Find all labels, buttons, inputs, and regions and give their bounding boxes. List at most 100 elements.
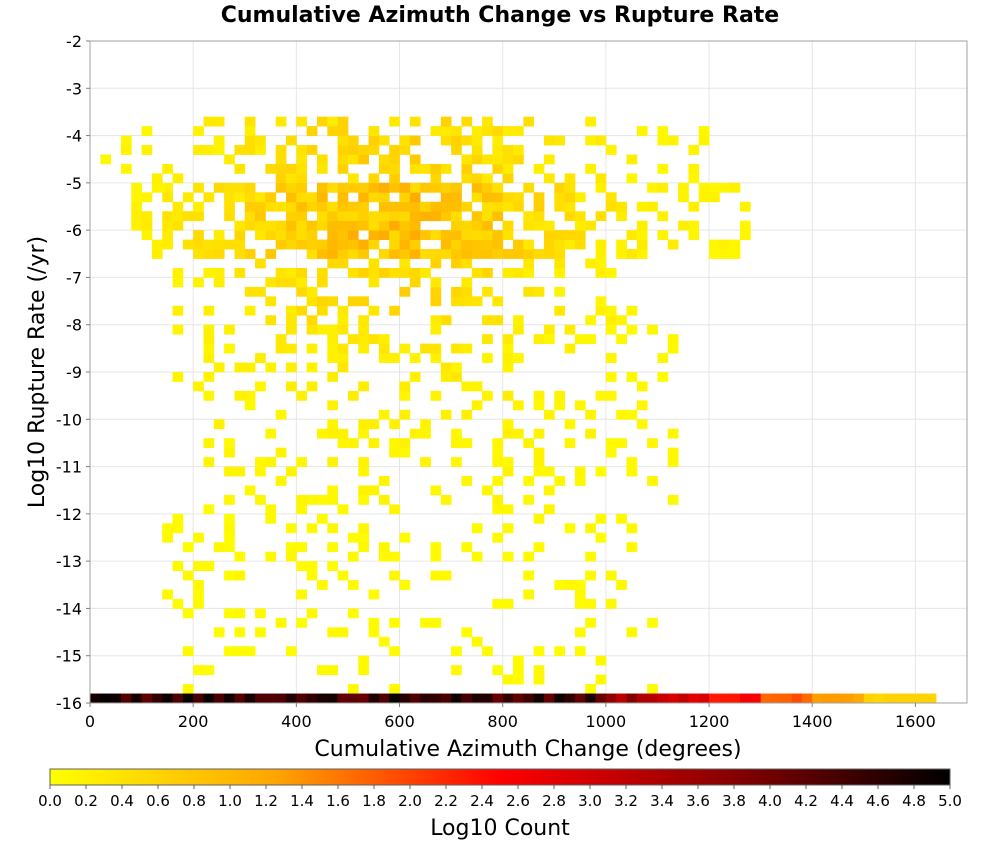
heatmap-cell xyxy=(306,362,318,373)
heatmap-cell xyxy=(337,258,349,269)
heatmap-cell xyxy=(306,608,318,619)
heatmap-cell xyxy=(131,693,142,703)
heatmap-cell xyxy=(389,447,400,458)
colorbar-tick-label: 4.6 xyxy=(866,792,890,810)
heatmap-cell xyxy=(605,353,617,363)
heatmap-cell xyxy=(440,192,452,203)
heatmap-cell xyxy=(513,324,524,335)
heatmap-cell xyxy=(430,126,442,136)
heatmap-cell xyxy=(203,561,215,571)
heatmap-cell xyxy=(688,173,700,184)
heatmap-cell xyxy=(616,334,627,345)
heatmap-cell xyxy=(275,173,287,184)
heatmap-cell xyxy=(616,438,627,449)
heatmap-cell xyxy=(626,523,638,534)
heatmap-cell xyxy=(698,192,710,203)
heatmap-cell xyxy=(461,258,473,269)
heatmap-cell xyxy=(605,570,617,581)
heatmap-cell xyxy=(347,201,359,212)
heatmap-cell xyxy=(224,324,235,335)
heatmap-cell xyxy=(554,646,566,657)
heatmap-cell xyxy=(378,135,390,146)
heatmap-cell xyxy=(554,693,566,703)
heatmap-cell xyxy=(306,126,318,136)
heatmap-cell xyxy=(678,182,689,193)
heatmap-cell xyxy=(709,249,720,259)
heatmap-cell xyxy=(193,145,204,155)
heatmap-cell xyxy=(399,438,411,449)
heatmap-cell xyxy=(523,494,535,505)
heatmap-cell xyxy=(409,267,421,278)
heatmap-cell xyxy=(430,353,442,363)
heatmap-cell xyxy=(265,163,277,174)
heatmap-cell xyxy=(523,438,535,449)
heatmap-cell xyxy=(461,286,473,297)
heatmap-cell xyxy=(574,646,586,657)
heatmap-cell xyxy=(213,693,225,703)
heatmap-cell xyxy=(492,192,504,203)
heatmap-cell xyxy=(131,211,142,222)
heatmap-cell xyxy=(585,523,596,534)
heatmap-cell xyxy=(543,135,555,146)
heatmap-cell xyxy=(234,551,246,562)
heatmap-cell xyxy=(461,163,473,174)
heatmap-cell xyxy=(224,494,235,505)
heatmap-cell xyxy=(461,230,473,240)
heatmap-cell xyxy=(451,372,462,382)
heatmap-cell xyxy=(461,154,473,165)
heatmap-cell xyxy=(533,447,545,458)
heatmap-cell xyxy=(296,182,308,193)
heatmap-cell xyxy=(451,135,462,146)
heatmap-cell xyxy=(316,239,328,250)
heatmap-cell xyxy=(595,693,607,703)
heatmap-cell xyxy=(316,665,328,676)
heatmap-cell xyxy=(203,372,215,382)
heatmap-cell xyxy=(636,249,648,259)
heatmap-cell xyxy=(213,419,225,430)
heatmap-cell xyxy=(626,466,638,477)
heatmap-cell xyxy=(389,353,400,363)
heatmap-cell xyxy=(306,561,318,571)
heatmap-cell xyxy=(626,305,638,316)
heatmap-cell xyxy=(255,608,266,619)
heatmap-cell xyxy=(141,693,153,703)
heatmap-cell xyxy=(389,419,400,430)
heatmap-cell xyxy=(347,438,359,449)
heatmap-cell xyxy=(492,494,504,505)
heatmap-cell xyxy=(636,419,648,430)
heatmap-cell xyxy=(286,551,297,562)
heatmap-cell xyxy=(306,249,318,259)
heatmap-cell xyxy=(678,220,689,231)
heatmap-cell xyxy=(224,532,235,543)
heatmap-cell xyxy=(337,116,349,127)
heatmap-cell xyxy=(306,494,318,505)
heatmap-cell xyxy=(389,249,400,259)
heatmap-cell xyxy=(203,145,215,155)
heatmap-cell xyxy=(316,277,328,288)
heatmap-cell xyxy=(224,693,235,703)
heatmap-cell xyxy=(482,239,493,250)
heatmap-cell xyxy=(296,211,308,222)
heatmap-cell xyxy=(471,173,483,184)
heatmap-cell xyxy=(358,693,369,703)
heatmap-cell xyxy=(440,135,452,146)
x-tick-label: 1400 xyxy=(792,712,833,731)
heatmap-cell xyxy=(894,693,906,703)
heatmap-cell xyxy=(502,362,514,373)
heatmap-cell xyxy=(327,258,339,269)
heatmap-cell xyxy=(554,230,566,240)
heatmap-cell xyxy=(275,343,287,354)
y-tick-label: -3 xyxy=(66,79,82,98)
heatmap-cell xyxy=(502,693,514,703)
heatmap-cell xyxy=(461,239,473,250)
heatmap-cell xyxy=(647,201,658,212)
heatmap-cell xyxy=(471,211,483,222)
heatmap-cell xyxy=(358,154,369,165)
heatmap-cell xyxy=(719,239,731,250)
y-tick-label: -4 xyxy=(66,127,82,146)
heatmap-cell xyxy=(502,230,514,240)
heatmap-cell xyxy=(616,409,627,420)
colorbar-tick-label: 1.2 xyxy=(254,792,278,810)
heatmap-cell xyxy=(440,249,452,259)
